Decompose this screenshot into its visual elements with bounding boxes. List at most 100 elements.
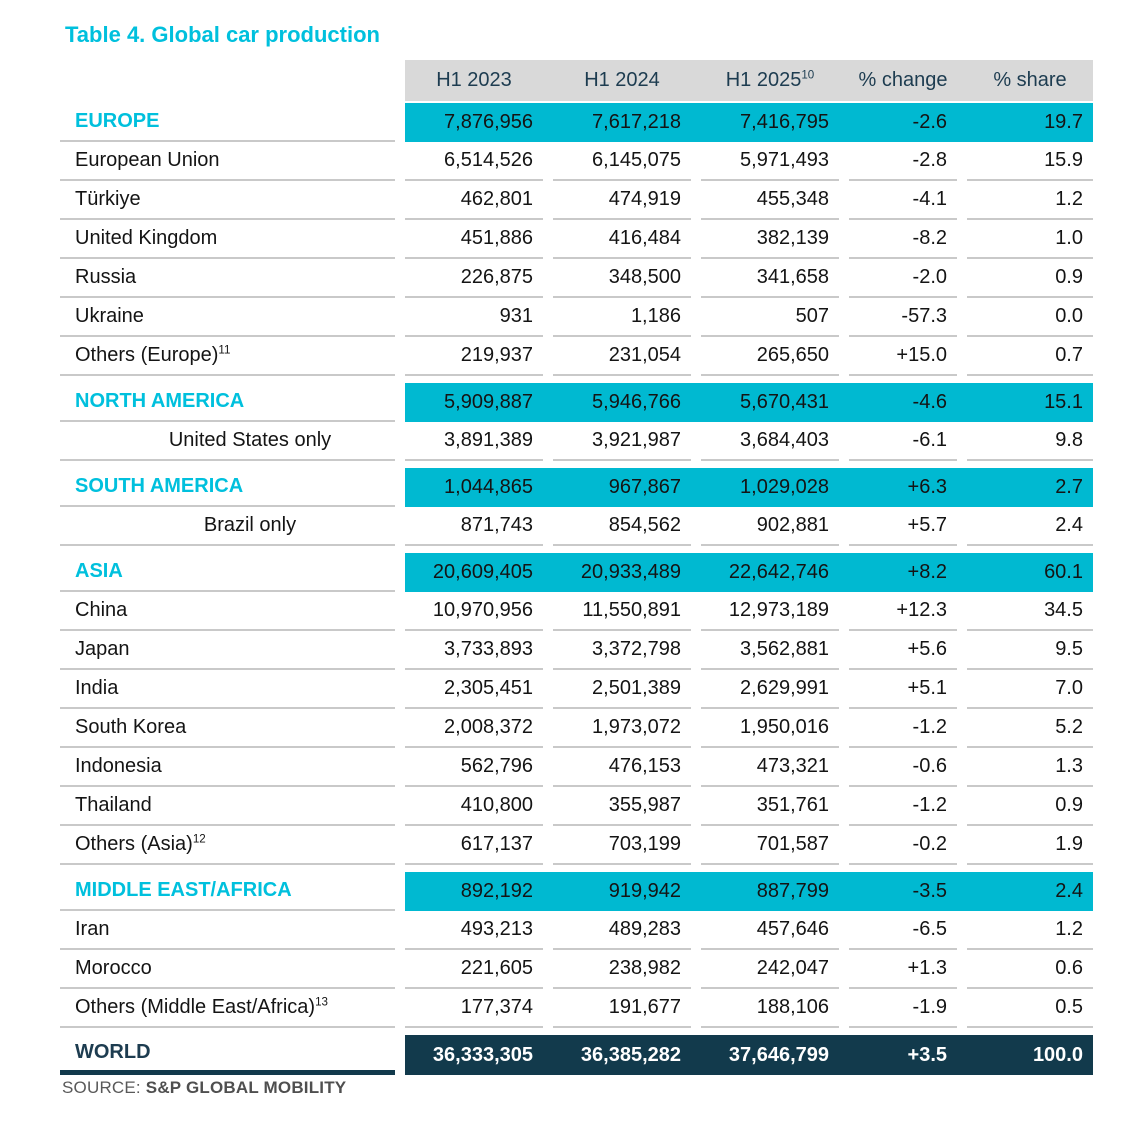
table-title: Table 4. Global car production xyxy=(65,22,380,47)
world-total-row: WORLD 36,333,305 36,385,282 37,646,799 +3.5 1… xyxy=(60,1035,1093,1075)
section-spacer xyxy=(60,546,1093,553)
region-value-band: 1,044,865 967,867 1,029,028 +6.3 2.7 xyxy=(405,468,1093,507)
value-cell: 7,617,218 xyxy=(592,111,681,133)
value-cells: 410,800 355,987 351,761 -1.2 0.9 xyxy=(405,787,1093,826)
value-cell: 5,971,493 xyxy=(701,142,839,181)
value-cell: 7,416,795 xyxy=(740,111,829,133)
country-row: Russia 226,875 348,500 341,658 -2.0 0.9 xyxy=(60,259,1093,298)
country-row: Thailand 410,800 355,987 351,761 -1.2 0.9 xyxy=(60,787,1093,826)
country-row: Morocco 221,605 238,982 242,047 +1.3 0.6 xyxy=(60,950,1093,989)
source-note: SOURCE: S&P GLOBAL MOBILITY xyxy=(62,1078,346,1098)
row-label: Japan xyxy=(60,631,395,670)
value-cell: -2.0 xyxy=(849,259,957,298)
value-cell: 416,484 xyxy=(553,220,691,259)
value-cell: 3,372,798 xyxy=(553,631,691,670)
value-cell: 9.5 xyxy=(967,631,1093,670)
value-cell: 457,646 xyxy=(701,911,839,950)
value-cell: -6.5 xyxy=(849,911,957,950)
section-spacer xyxy=(60,1028,1093,1035)
value-cell: -3.5 xyxy=(912,880,947,902)
value-cell: 887,799 xyxy=(756,880,829,902)
row-label: NORTH AMERICA xyxy=(60,383,395,422)
value-cell: 242,047 xyxy=(701,950,839,989)
value-cell: 3,684,403 xyxy=(701,422,839,461)
value-cells: 451,886 416,484 382,139 -8.2 1.0 xyxy=(405,220,1093,259)
value-cell: 1.0 xyxy=(967,220,1093,259)
value-cell: 2.7 xyxy=(1055,476,1083,498)
value-cell: 188,106 xyxy=(701,989,839,1028)
value-cell: 20,609,405 xyxy=(432,561,533,583)
row-label: Others (Asia)12 xyxy=(60,826,395,865)
value-cells: 462,801 474,919 455,348 -4.1 1.2 xyxy=(405,181,1093,220)
country-row: Others (Middle East/Africa)13 177,374 191,… xyxy=(60,989,1093,1028)
value-cells: 6,514,526 6,145,075 5,971,493 -2.8 15.9 xyxy=(405,142,1093,181)
value-cell: 902,881 xyxy=(701,507,839,546)
value-cell: 9.8 xyxy=(967,422,1093,461)
country-row: Indonesia 562,796 476,153 473,321 -0.6 1.3 xyxy=(60,748,1093,787)
value-cell: 219,937 xyxy=(405,337,543,376)
value-cell: 854,562 xyxy=(553,507,691,546)
value-cell: +3.5 xyxy=(907,1044,947,1066)
value-cell: 0.9 xyxy=(967,787,1093,826)
value-cell: 36,385,282 xyxy=(580,1044,681,1066)
region-value-band: 5,909,887 5,946,766 5,670,431 -4.6 15.1 xyxy=(405,383,1093,422)
row-label: Brazil only xyxy=(60,507,395,546)
value-cell: 474,919 xyxy=(553,181,691,220)
value-cell: 451,886 xyxy=(405,220,543,259)
value-cell: -2.6 xyxy=(912,111,947,133)
value-cell: +5.7 xyxy=(849,507,957,546)
row-label: India xyxy=(60,670,395,709)
value-cell: 177,374 xyxy=(405,989,543,1028)
row-label: European Union xyxy=(60,142,395,181)
value-cell: 15.1 xyxy=(1044,391,1083,413)
row-label: South Korea xyxy=(60,709,395,748)
country-row: Brazil only 871,743 854,562 902,881 +5.7 2.4 xyxy=(60,507,1093,546)
value-cell: 37,646,799 xyxy=(728,1044,829,1066)
value-cell: 2,008,372 xyxy=(405,709,543,748)
value-cell: 221,605 xyxy=(405,950,543,989)
value-cell: 1,186 xyxy=(553,298,691,337)
value-cell: +5.6 xyxy=(849,631,957,670)
value-cell: 20,933,489 xyxy=(580,561,681,583)
row-label: United Kingdom xyxy=(60,220,395,259)
value-cell: 455,348 xyxy=(701,181,839,220)
value-cell: 473,321 xyxy=(701,748,839,787)
value-cell: 231,054 xyxy=(553,337,691,376)
country-row: Japan 3,733,893 3,372,798 3,562,881 +5.6 9.5 xyxy=(60,631,1093,670)
value-cell: 226,875 xyxy=(405,259,543,298)
row-label: Türkiye xyxy=(60,181,395,220)
region-row: EUROPE 7,876,956 7,617,218 7,416,795 -2.6 19.… xyxy=(60,103,1093,142)
row-label: Others (Europe)11 xyxy=(60,337,395,376)
value-cell: 60.1 xyxy=(1044,561,1083,583)
value-cells: 931 1,186 507 -57.3 0.0 xyxy=(405,298,1093,337)
value-cell: -1.2 xyxy=(849,787,957,826)
column-header: % change xyxy=(858,69,948,91)
footnote-superscript: 10 xyxy=(801,68,815,82)
value-cell: +6.3 xyxy=(907,476,947,498)
country-row: Others (Europe)11 219,937 231,054 265,650 +1… xyxy=(60,337,1093,376)
value-cell: -0.6 xyxy=(849,748,957,787)
value-cell: 19.7 xyxy=(1044,111,1083,133)
row-label: Indonesia xyxy=(60,748,395,787)
value-cell: 12,973,189 xyxy=(701,592,839,631)
header-label-spacer xyxy=(60,60,395,101)
world-value-band: 36,333,305 36,385,282 37,646,799 +3.5 100.0 xyxy=(405,1035,1093,1075)
value-cell: 265,650 xyxy=(701,337,839,376)
value-cell: 15.9 xyxy=(967,142,1093,181)
row-label: United States only xyxy=(60,422,395,461)
value-cell: 967,867 xyxy=(608,476,681,498)
country-row: United States only 3,891,389 3,921,987 3,68… xyxy=(60,422,1093,461)
value-cell: 382,139 xyxy=(701,220,839,259)
country-row: Türkiye 462,801 474,919 455,348 -4.1 1.2 xyxy=(60,181,1093,220)
country-row: India 2,305,451 2,501,389 2,629,991 +5.1 7.0 xyxy=(60,670,1093,709)
row-label: MIDDLE EAST/AFRICA xyxy=(60,872,395,911)
value-cells: 617,137 703,199 701,587 -0.2 1.9 xyxy=(405,826,1093,865)
value-cells: 493,213 489,283 457,646 -6.5 1.2 xyxy=(405,911,1093,950)
footnote-superscript: 13 xyxy=(315,995,328,1009)
value-cell: -6.1 xyxy=(849,422,957,461)
value-cell: 931 xyxy=(405,298,543,337)
value-cell: +8.2 xyxy=(907,561,947,583)
value-cell: 0.7 xyxy=(967,337,1093,376)
value-cell: +1.3 xyxy=(849,950,957,989)
